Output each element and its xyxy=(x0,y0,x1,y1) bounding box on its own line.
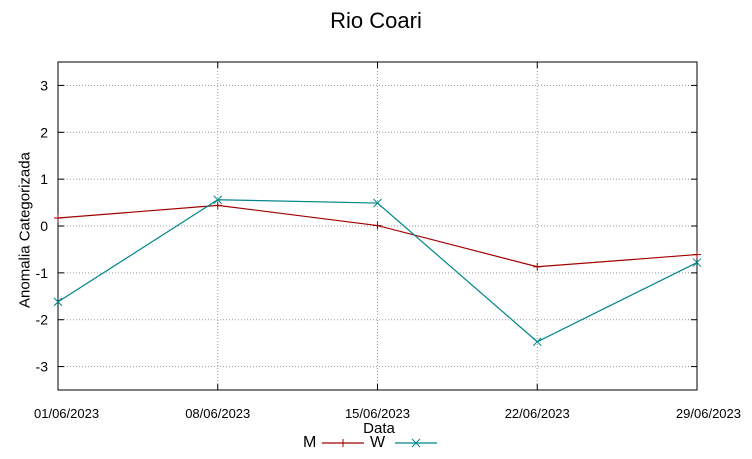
data-point-w xyxy=(213,195,223,205)
y-tick-label: 1 xyxy=(40,171,48,187)
y-tick-label: 3 xyxy=(40,77,48,93)
x-tick-label: 29/06/2023 xyxy=(676,406,741,421)
plot-frame xyxy=(57,61,698,391)
x-tick-label: 08/06/2023 xyxy=(185,406,250,421)
y-tick-label: -1 xyxy=(36,265,49,281)
y-tick-label: 0 xyxy=(40,218,48,234)
y-tick-label: 2 xyxy=(40,124,48,140)
data-point-w xyxy=(53,297,63,307)
data-point-w xyxy=(532,337,542,347)
legend-label-m: M xyxy=(303,434,317,451)
y-tick-label: -2 xyxy=(36,312,49,328)
x-tick-label: 01/06/2023 xyxy=(34,406,99,421)
data-point-w xyxy=(373,198,382,208)
x-tick-label: 15/06/2023 xyxy=(345,406,410,421)
data-point-w xyxy=(692,258,702,267)
legend-marker-w xyxy=(411,438,421,448)
x-axis-label: Data xyxy=(363,420,395,437)
x-tick-label: 22/06/2023 xyxy=(505,406,570,421)
chart-title: Rio Coari xyxy=(330,8,422,33)
y-tick-label: -3 xyxy=(36,359,49,375)
legend-label-w: W xyxy=(370,434,386,451)
